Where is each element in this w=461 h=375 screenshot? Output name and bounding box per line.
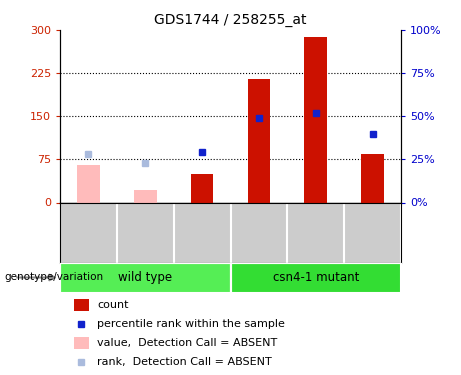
Bar — [74, 337, 89, 349]
Bar — [74, 299, 89, 310]
Text: value,  Detection Call = ABSENT: value, Detection Call = ABSENT — [97, 338, 278, 348]
Text: wild type: wild type — [118, 271, 172, 284]
Text: GDS1744 / 258255_at: GDS1744 / 258255_at — [154, 13, 307, 27]
Bar — [304, 38, 327, 203]
Text: rank,  Detection Call = ABSENT: rank, Detection Call = ABSENT — [97, 357, 272, 367]
Bar — [361, 154, 384, 203]
Bar — [191, 174, 213, 202]
Text: percentile rank within the sample: percentile rank within the sample — [97, 319, 285, 329]
Text: genotype/variation: genotype/variation — [5, 273, 104, 282]
Bar — [230, 262, 401, 292]
Text: csn4-1 mutant: csn4-1 mutant — [272, 271, 359, 284]
Text: count: count — [97, 300, 129, 310]
Bar — [248, 79, 270, 203]
Bar — [60, 262, 230, 292]
Bar — [77, 165, 100, 202]
Bar — [134, 190, 157, 202]
